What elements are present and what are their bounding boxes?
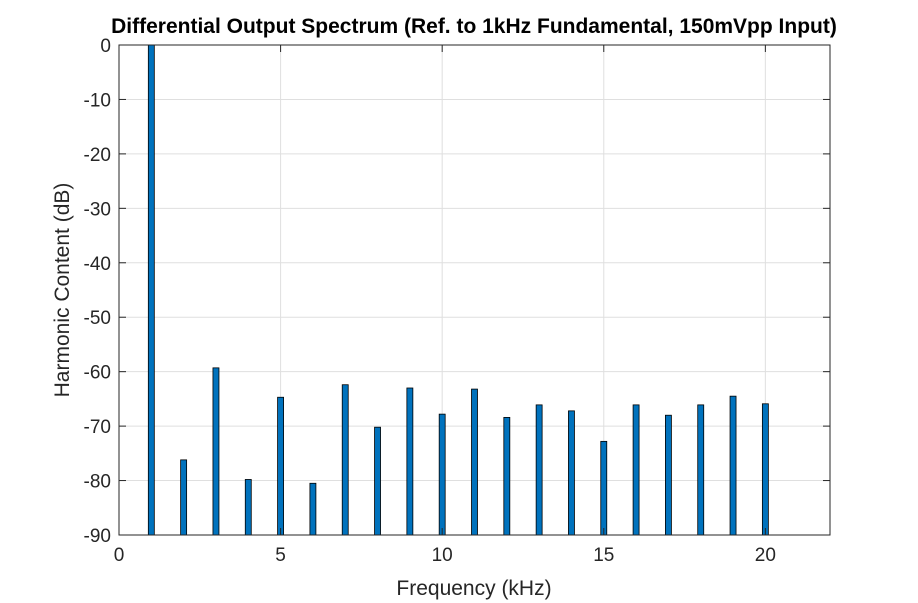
bar [277, 396, 284, 536]
y-tick-label: -60 [84, 363, 111, 384]
bar [761, 403, 769, 536]
bar [244, 479, 252, 536]
y-tick-label: -80 [84, 472, 111, 493]
x-tick-labels: 0 5 10 15 20 [114, 545, 776, 566]
bar [535, 404, 543, 536]
bar [180, 459, 188, 536]
x-tick-label: 20 [755, 545, 776, 566]
bar-series [147, 44, 769, 536]
y-axis-label: Harmonic Content (dB) [51, 183, 74, 398]
y-tick-label: -90 [84, 526, 111, 547]
bar [600, 440, 608, 536]
x-tick-label: 0 [114, 545, 125, 566]
bar [568, 410, 575, 536]
bar [729, 395, 737, 536]
y-tick-labels: 0 -10 -20 -30 -40 -50 -60 -70 -80 -90 [84, 36, 111, 547]
bar [341, 384, 349, 536]
y-tick-label: -40 [84, 254, 111, 275]
y-tick-label: -10 [84, 90, 111, 111]
chart-title: Differential Output Spectrum (Ref. to 1k… [111, 15, 837, 38]
bar [406, 387, 414, 536]
bar [503, 416, 511, 536]
y-tick-label: -50 [84, 308, 111, 329]
plot-frame [118, 44, 831, 536]
bar [374, 426, 381, 536]
bar [665, 414, 672, 536]
y-tick-label: -20 [84, 145, 111, 166]
x-tick-label: 5 [275, 545, 286, 566]
x-tick-label: 10 [432, 545, 453, 566]
bar [632, 404, 640, 536]
y-tick-label: 0 [100, 36, 111, 57]
bar [147, 44, 155, 536]
bar [438, 413, 446, 536]
bar [212, 367, 220, 536]
bar [309, 482, 317, 536]
bar [471, 388, 478, 536]
y-tick-label: -30 [84, 199, 111, 220]
x-tick-label: 15 [593, 545, 614, 566]
y-tick-label: -70 [84, 417, 111, 438]
axis-ticks [118, 44, 830, 536]
bar [697, 404, 705, 536]
x-axis-label: Frequency (kHz) [396, 577, 551, 600]
